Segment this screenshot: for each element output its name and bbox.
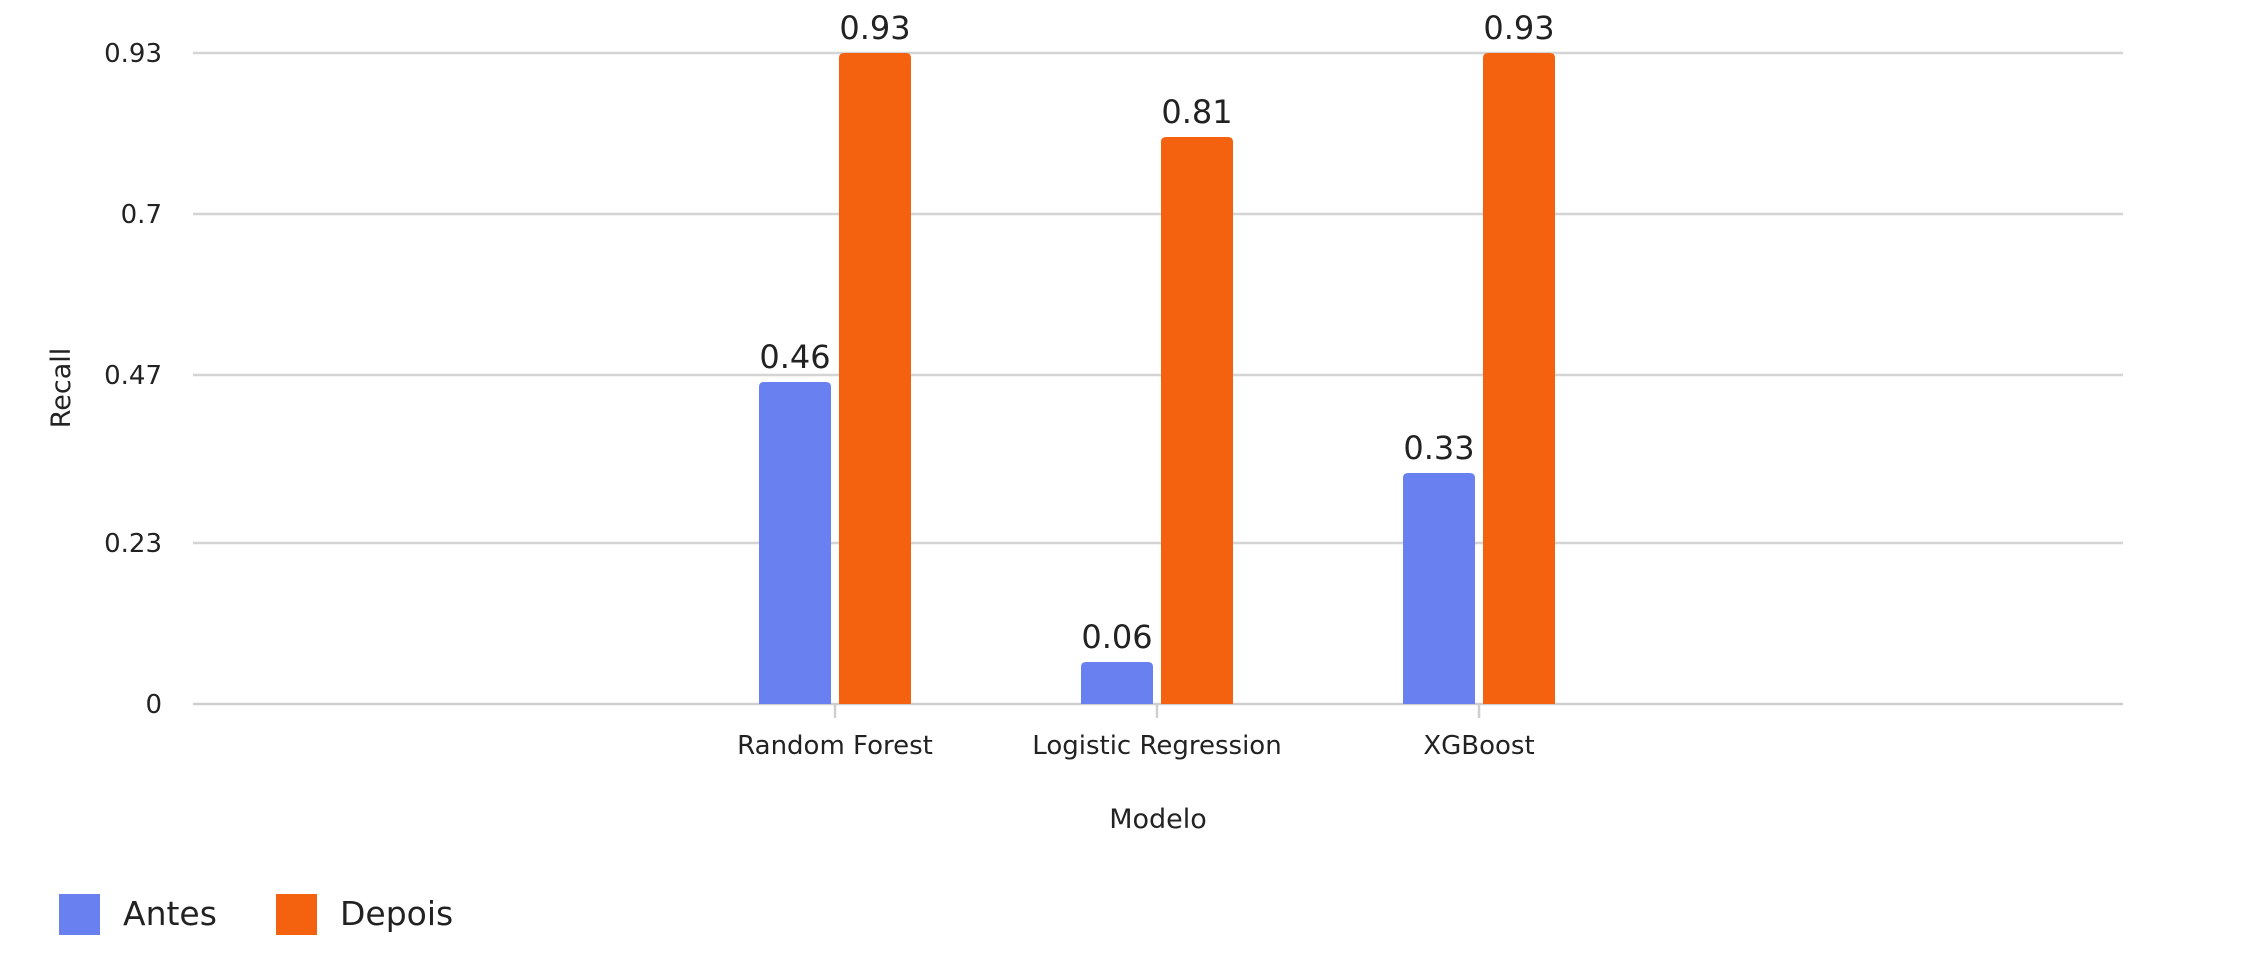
bar-antes-2[interactable] — [1403, 473, 1475, 704]
x-axis-ticks: Random Forest Logistic Regression XGBoost — [737, 704, 1535, 761]
x-axis-title: Modelo — [1109, 804, 1207, 835]
x-tick-label: XGBoost — [1423, 731, 1534, 761]
y-tick-label: 0.47 — [104, 361, 162, 391]
data-label: 0.46 — [759, 338, 830, 376]
legend-swatch-antes — [59, 894, 100, 935]
y-axis-ticks: 0 0.23 0.47 0.7 0.93 — [104, 39, 162, 720]
bar-depois-0[interactable] — [839, 53, 911, 704]
legend-label-depois: Depois — [340, 894, 453, 933]
bars — [759, 53, 1555, 704]
bar-antes-1[interactable] — [1081, 662, 1153, 704]
data-label: 0.81 — [1161, 93, 1232, 131]
y-tick-label: 0.7 — [121, 200, 162, 230]
bar-depois-1[interactable] — [1161, 137, 1233, 704]
data-labels: 0.46 0.93 0.06 0.81 0.33 0.93 — [759, 9, 1554, 656]
x-tick-label: Logistic Regression — [1032, 731, 1281, 761]
legend: Antes Depois — [59, 894, 453, 935]
grid-layer — [193, 51, 2123, 706]
data-label: 0.33 — [1403, 429, 1474, 467]
x-tick-label: Random Forest — [737, 731, 933, 761]
y-tick-label: 0.93 — [104, 39, 162, 69]
bar-depois-2[interactable] — [1483, 53, 1555, 704]
y-tick-label: 0 — [145, 690, 162, 720]
bar-antes-0[interactable] — [759, 382, 831, 704]
data-label: 0.93 — [839, 9, 910, 47]
y-axis-title: Recall — [46, 348, 77, 429]
legend-swatch-depois — [276, 894, 317, 935]
data-label: 0.06 — [1081, 618, 1152, 656]
data-label: 0.93 — [1483, 9, 1554, 47]
legend-label-antes: Antes — [123, 894, 217, 933]
y-tick-label: 0.23 — [104, 529, 162, 559]
